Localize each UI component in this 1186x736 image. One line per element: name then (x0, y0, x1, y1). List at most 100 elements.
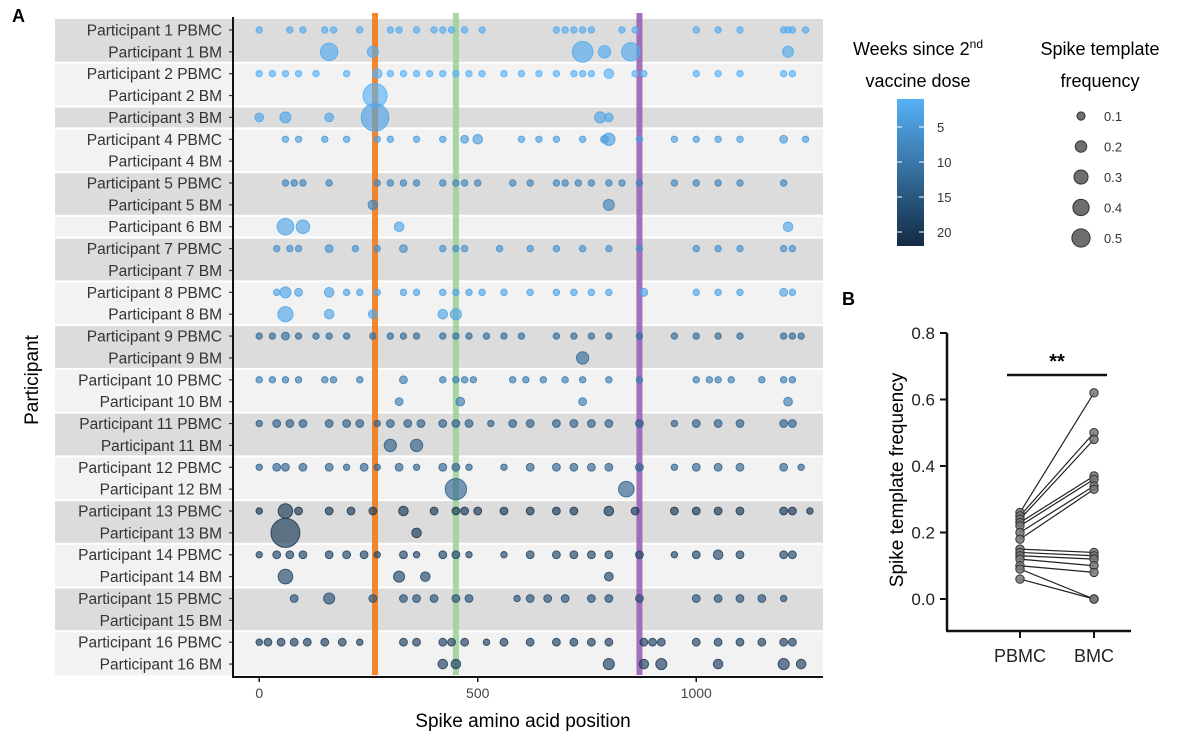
data-point (631, 69, 639, 78)
data-point (412, 332, 421, 340)
data-point (714, 26, 722, 34)
data-point (714, 179, 722, 187)
data-point (569, 550, 579, 560)
data-point (286, 26, 294, 34)
data-point (386, 332, 395, 340)
x-tick-label: 0 (255, 685, 263, 701)
row-band (55, 281, 823, 304)
panel-b-y-tick-label: 0.6 (911, 391, 935, 410)
data-point (714, 135, 722, 143)
data-point (469, 376, 478, 384)
data-point (594, 111, 607, 124)
row-label: Participant 4 PBMC (87, 132, 222, 149)
row-labels: Participant 1 PBMC Participant 1 BM Partic… (78, 22, 233, 674)
data-point (691, 637, 701, 647)
data-point (735, 594, 745, 603)
data-point (393, 570, 406, 583)
data-point (604, 637, 614, 647)
data-point (569, 462, 579, 472)
data-point (464, 419, 474, 428)
data-point (509, 376, 517, 384)
data-point (692, 288, 700, 297)
row-label: Participant 14 PBMC (78, 547, 222, 564)
data-point (670, 135, 679, 143)
data-point (465, 288, 473, 297)
data-point (578, 376, 587, 384)
data-point (324, 506, 334, 516)
data-point (691, 419, 701, 428)
data-point (255, 638, 263, 646)
data-point (618, 26, 626, 34)
row-band (55, 390, 823, 413)
row-band (55, 259, 823, 282)
data-point (276, 637, 286, 647)
data-point (727, 376, 735, 384)
data-point (373, 135, 381, 143)
data-point (569, 506, 579, 516)
data-point (373, 179, 381, 187)
row-label: Participant 6 BM (108, 219, 222, 236)
data-point (691, 594, 701, 603)
data-point (437, 658, 449, 670)
pbmc-point (1015, 574, 1025, 584)
data-point (285, 550, 295, 560)
data-point (552, 69, 561, 78)
x-axis-label: Spike amino acid position (415, 711, 630, 732)
size-legend-title-line2: frequency (1060, 71, 1139, 91)
data-point (399, 594, 408, 603)
data-point (578, 244, 587, 253)
data-point (788, 376, 797, 384)
data-point (788, 69, 797, 78)
data-point (277, 568, 294, 585)
data-point (355, 419, 365, 428)
row-label: Participant 8 BM (108, 307, 222, 324)
size-legend-items: 0.1 0.2 0.3 0.4 0.5 (1071, 109, 1122, 248)
data-point (578, 26, 587, 34)
data-point (268, 376, 277, 384)
data-point (268, 69, 277, 78)
data-point (578, 135, 587, 143)
color-tick-label: 20 (937, 225, 951, 240)
panel-b-x-tick-label: PBMC (994, 646, 1046, 666)
data-point (692, 135, 700, 143)
data-point (604, 419, 614, 428)
data-point (670, 179, 679, 187)
data-point (451, 506, 461, 516)
data-point (618, 179, 626, 187)
data-point (735, 462, 745, 472)
row-label: Participant 3 BM (108, 110, 222, 127)
data-point (281, 179, 290, 187)
data-point (460, 376, 469, 384)
data-point (323, 308, 335, 320)
data-point (526, 179, 534, 187)
row-label: Participant 12 BM (100, 482, 222, 499)
data-point (439, 135, 447, 143)
data-point (500, 551, 508, 559)
data-point (597, 45, 612, 59)
row-band (55, 193, 823, 217)
data-point (412, 463, 421, 471)
data-point (500, 332, 508, 340)
data-point (586, 462, 596, 472)
pair-line (1019, 568, 1095, 600)
data-point (359, 462, 369, 472)
highlight-line (636, 13, 643, 675)
data-point (289, 637, 299, 647)
data-point (500, 288, 508, 297)
data-point (420, 571, 431, 582)
data-point (449, 308, 462, 321)
axes-a: 0 500 1000 (232, 17, 823, 701)
data-point (691, 506, 701, 516)
data-point (574, 179, 582, 187)
data-point (281, 135, 290, 143)
data-point (465, 551, 473, 559)
data-point (412, 135, 421, 143)
data-point (604, 462, 614, 472)
data-point (281, 376, 290, 384)
data-point (342, 550, 352, 560)
color-tick-label: 10 (937, 155, 951, 170)
data-point (460, 26, 469, 34)
color-gradient-bar (897, 99, 924, 246)
data-point (570, 69, 578, 78)
size-legend-dot (1071, 228, 1091, 248)
